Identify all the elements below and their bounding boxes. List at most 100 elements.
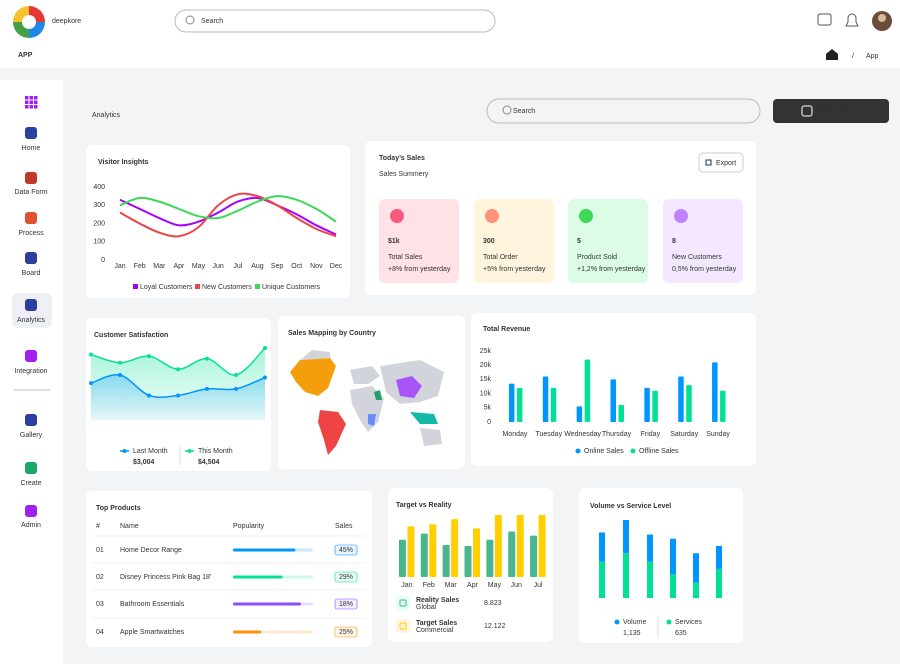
export-icon	[705, 159, 712, 166]
page-search[interactable]	[486, 98, 761, 124]
sales-value: 5	[577, 238, 581, 245]
bar	[538, 515, 546, 577]
bar	[451, 519, 459, 577]
bar-segment	[716, 568, 722, 598]
bell-icon[interactable]	[845, 13, 859, 27]
card-title: Target vs Reality	[396, 502, 452, 509]
apps-grid-icon[interactable]	[29, 96, 34, 100]
sidebar-label: Admin	[21, 522, 41, 529]
apps-grid-icon[interactable]	[34, 100, 38, 105]
sales-label: New Customers	[672, 254, 722, 261]
legend-swatch	[575, 448, 581, 454]
sales-change: 0,5% from yesterday	[672, 266, 737, 273]
sidebar-icon[interactable]	[25, 127, 37, 139]
sidebar-icon[interactable]	[25, 172, 37, 184]
y-tick-label: 300	[93, 202, 105, 209]
x-tick-label: Monday	[502, 431, 527, 438]
x-tick-label: Wednesday	[564, 431, 601, 438]
breadcrumb: App	[866, 53, 879, 60]
legend-label: Online Sales	[584, 448, 624, 455]
rank: 02	[96, 574, 104, 581]
home-icon[interactable]	[826, 49, 838, 60]
legend-total: 635	[675, 630, 687, 637]
product-name: Home Decor Range	[120, 547, 182, 554]
point	[263, 375, 267, 380]
apps-grid-icon[interactable]	[29, 100, 34, 105]
y-tick-label: 5k	[484, 405, 492, 412]
sub-bar	[0, 42, 900, 68]
legend-swatch	[122, 449, 127, 453]
point	[147, 354, 151, 359]
x-tick-label: Saturday	[670, 431, 699, 438]
legend-label: Unique Customers	[262, 284, 320, 291]
legend-swatch	[399, 599, 407, 607]
avatar-face	[878, 14, 886, 22]
card-subtitle: Sales Summery	[379, 171, 429, 178]
bar	[618, 404, 624, 422]
sidebar-icon[interactable]	[25, 505, 37, 517]
legend-icon	[396, 619, 410, 633]
product-name: Bathroom Essentials	[120, 601, 185, 608]
export-button[interactable]	[698, 152, 744, 173]
legend-label: Offline Sales	[639, 448, 679, 455]
apps-grid-icon[interactable]	[25, 100, 29, 105]
apps-grid-icon[interactable]	[34, 105, 38, 109]
legend-sublabel: Commercial	[416, 627, 454, 634]
sidebar-icon[interactable]	[25, 462, 37, 474]
mail-icon[interactable]	[817, 13, 832, 26]
sales-pill	[334, 626, 358, 638]
apps-grid-icon[interactable]	[25, 105, 29, 109]
y-tick-label: 100	[93, 239, 105, 246]
sales-percent: 25%	[339, 629, 353, 636]
sales-label: Total Order	[483, 254, 518, 261]
rank: 03	[96, 601, 104, 608]
legend-swatch	[255, 284, 260, 289]
bar	[516, 515, 524, 577]
legend-total: 12.122	[484, 623, 506, 630]
y-tick-label: 0	[101, 257, 105, 264]
point	[205, 356, 209, 361]
sales-card-icon	[674, 209, 688, 223]
sidebar-icon[interactable]	[25, 414, 37, 426]
sidebar-icon[interactable]	[25, 252, 37, 264]
card-title: Total Revenue	[483, 326, 530, 333]
sidebar-icon[interactable]	[25, 350, 37, 362]
legend-label: Last Month	[133, 448, 168, 455]
new-apps-button[interactable]	[773, 99, 889, 123]
rank: 04	[96, 629, 104, 636]
legend-swatch	[195, 284, 200, 289]
header-search[interactable]	[174, 9, 496, 33]
apps-grid-icon[interactable]	[29, 105, 34, 109]
search-icon	[502, 105, 512, 115]
x-tick-label: Aug	[251, 263, 264, 270]
bar	[686, 385, 692, 422]
x-tick-label: Jun	[213, 263, 224, 270]
sales-label: Product Sold	[577, 254, 617, 261]
bar-segment	[647, 561, 653, 598]
apps-grid-icon[interactable]	[25, 96, 29, 100]
x-tick-label: Nov	[310, 263, 323, 270]
legend-icon	[396, 596, 410, 610]
sidebar-label: Process	[18, 230, 44, 237]
bar	[550, 387, 557, 422]
sidebar-label: Data Form	[14, 189, 47, 196]
popularity-bar	[233, 602, 301, 606]
x-tick-label: Jan	[401, 582, 412, 589]
bar	[508, 531, 516, 577]
sidebar-icon[interactable]	[25, 212, 37, 224]
sidebar-icon[interactable]	[25, 299, 37, 311]
line	[119, 192, 337, 238]
sales-change: +5% from yesterday	[483, 266, 546, 273]
sales-percent: 29%	[339, 574, 353, 581]
button-label: New Apps	[818, 108, 850, 115]
bar-segment	[670, 574, 676, 598]
breadcrumb-separator: /	[852, 53, 854, 60]
bar	[407, 526, 415, 577]
bar	[429, 524, 437, 577]
search-placeholder: Search	[513, 108, 535, 115]
legend-label: Target Sales	[416, 620, 457, 627]
apps-grid-icon[interactable]	[34, 96, 38, 100]
legend-label: This Month	[198, 448, 233, 455]
bar-segment	[693, 582, 699, 598]
